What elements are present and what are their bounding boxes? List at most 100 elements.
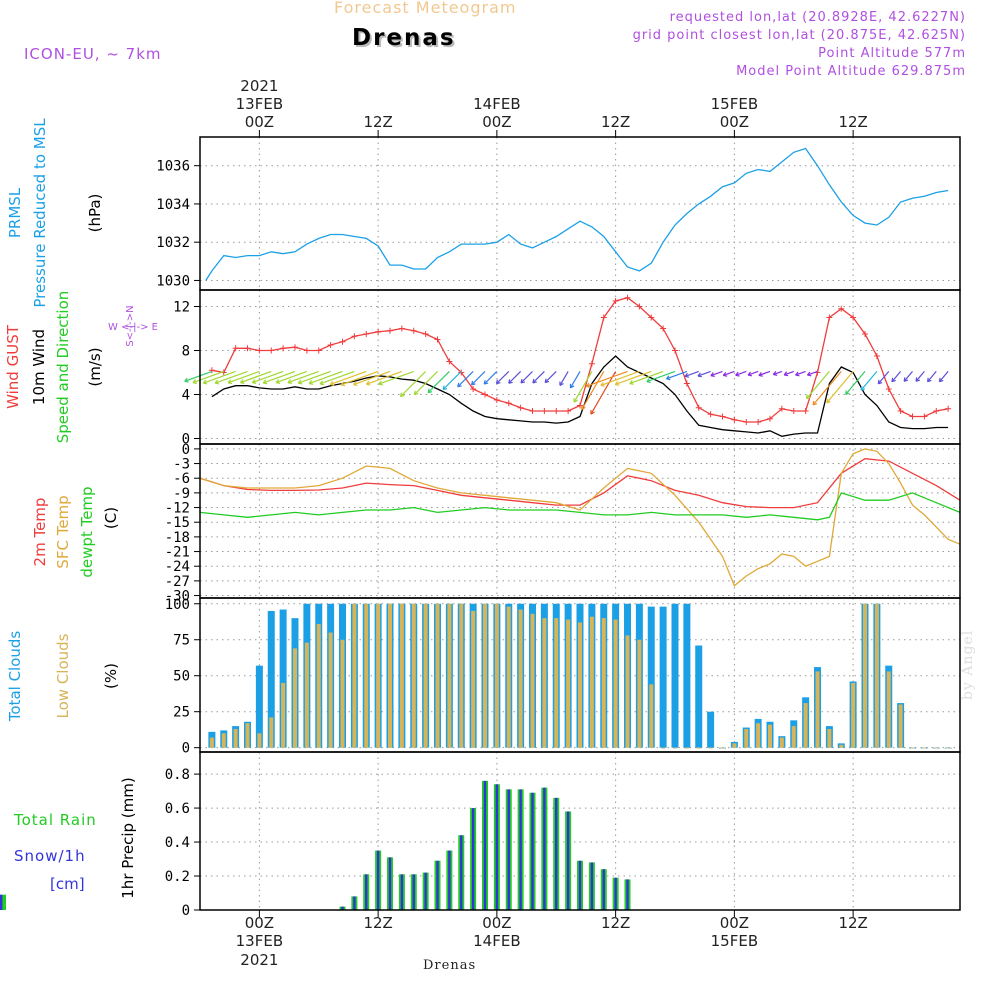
wind-arrow bbox=[773, 370, 783, 376]
wind-arrowhead bbox=[581, 405, 586, 410]
cloud-bar bbox=[578, 622, 582, 748]
y-axis-label: (C) bbox=[102, 507, 120, 529]
wind-arrow bbox=[927, 371, 937, 383]
x-tick-label-bottom: 00Z bbox=[245, 914, 274, 932]
wind-arrowhead bbox=[378, 380, 383, 386]
cloud-bar bbox=[506, 606, 511, 748]
wind-arrow bbox=[520, 370, 533, 384]
precip-bar bbox=[412, 874, 415, 910]
gust-marker bbox=[208, 367, 215, 374]
wind-arrowhead bbox=[544, 378, 550, 384]
y-axis-label: Pressure Reduced to MSL bbox=[31, 118, 49, 308]
wind-arrowhead bbox=[722, 371, 728, 377]
wind-arrow bbox=[795, 370, 806, 376]
wind-arrowhead bbox=[353, 381, 358, 387]
y-tick-label: 0 bbox=[182, 432, 190, 448]
cloud-bar bbox=[707, 711, 715, 748]
precip-bar bbox=[424, 872, 427, 910]
wind-arrow bbox=[569, 371, 581, 389]
cloud-bar bbox=[601, 618, 606, 748]
cloud-bar bbox=[827, 728, 832, 748]
gust-marker bbox=[505, 400, 512, 407]
cloud-bar bbox=[851, 682, 856, 748]
wind-arrow bbox=[938, 371, 949, 383]
wind-arrowhead bbox=[590, 410, 595, 415]
y-tick-label: 75 bbox=[173, 633, 190, 649]
series-line bbox=[205, 147, 949, 281]
gust-marker bbox=[838, 305, 845, 312]
wind-arrowhead bbox=[758, 371, 763, 377]
wind-arrow bbox=[308, 370, 343, 385]
y-axis-label: 1hr Precip (mm) bbox=[119, 777, 137, 898]
gust-marker bbox=[873, 353, 880, 359]
precip-bar bbox=[448, 850, 451, 910]
wind-arrow bbox=[806, 371, 830, 399]
cloud-bar bbox=[886, 671, 891, 748]
y-tick-label: 8 bbox=[182, 344, 190, 360]
wind-arrowhead bbox=[559, 381, 564, 386]
cloud-bar bbox=[554, 618, 559, 748]
gust-marker bbox=[422, 331, 429, 337]
x-tick-label-bottom: 00Z bbox=[720, 914, 749, 932]
wind-arrow bbox=[666, 370, 688, 380]
panel-frame bbox=[199, 751, 961, 911]
wind-arrow bbox=[807, 370, 818, 376]
y-tick-label: 50 bbox=[173, 669, 190, 685]
precip-bar bbox=[519, 789, 522, 910]
gust-marker bbox=[731, 416, 738, 423]
point-altitude: Point Altitude 577m bbox=[818, 46, 966, 61]
gust-marker bbox=[909, 413, 916, 420]
cloud-bar bbox=[874, 603, 879, 748]
wind-arrow bbox=[586, 370, 628, 387]
cloud-bar bbox=[316, 623, 321, 748]
cloud-bar bbox=[471, 610, 476, 748]
gust-marker bbox=[790, 408, 797, 414]
wind-arrowhead bbox=[860, 386, 866, 391]
y-axis-label: Speed and Direction bbox=[54, 291, 72, 444]
y-tick-label: 0.2 bbox=[165, 869, 190, 885]
station-title: Drenas bbox=[352, 25, 456, 51]
gust-marker bbox=[470, 386, 477, 392]
cloud-bar bbox=[328, 632, 333, 748]
wind-arrow bbox=[646, 370, 676, 383]
wind-arrow bbox=[903, 371, 913, 382]
cloud-bar bbox=[613, 619, 618, 748]
panel-frame bbox=[199, 136, 961, 291]
gust-marker bbox=[553, 408, 560, 414]
gust-marker bbox=[327, 342, 334, 348]
wind-arrow bbox=[758, 370, 771, 377]
series-line bbox=[211, 355, 949, 437]
wind-arrow bbox=[287, 370, 319, 384]
compass-ns: S<-|->N bbox=[125, 305, 136, 346]
cloud-bar bbox=[233, 728, 238, 748]
y-tick-label: 25 bbox=[173, 705, 190, 721]
series-line bbox=[199, 458, 961, 509]
precip-bar bbox=[495, 784, 499, 910]
gust-marker bbox=[256, 347, 263, 354]
gust-marker bbox=[375, 328, 382, 335]
precip-bar bbox=[471, 808, 475, 910]
wind-arrow bbox=[275, 370, 308, 384]
cloud-bar bbox=[589, 616, 594, 748]
cloud-bar bbox=[518, 609, 523, 748]
y-tick-label: 0.4 bbox=[165, 835, 190, 851]
gust-marker bbox=[292, 344, 298, 351]
gust-marker bbox=[351, 333, 358, 340]
cloud-bar bbox=[683, 603, 691, 748]
wind-arrow bbox=[214, 370, 248, 384]
panel-frame bbox=[199, 289, 961, 445]
gust-marker bbox=[719, 413, 726, 420]
cloud-bar bbox=[245, 723, 250, 748]
wind-arrowhead bbox=[812, 400, 818, 406]
wind-arrowhead bbox=[845, 390, 850, 395]
wind-arrow bbox=[457, 370, 474, 388]
y-tick-label: -18 bbox=[165, 530, 190, 546]
gust-marker bbox=[458, 369, 465, 376]
cloud-bar bbox=[815, 671, 820, 748]
cloud-bar bbox=[494, 603, 499, 748]
gust-marker bbox=[398, 325, 405, 332]
y-axis-label: (%) bbox=[102, 663, 120, 689]
cloud-bar bbox=[459, 603, 464, 748]
y-axis-label: dewpt Temp bbox=[78, 486, 96, 577]
wind-arrowhead bbox=[697, 372, 702, 378]
